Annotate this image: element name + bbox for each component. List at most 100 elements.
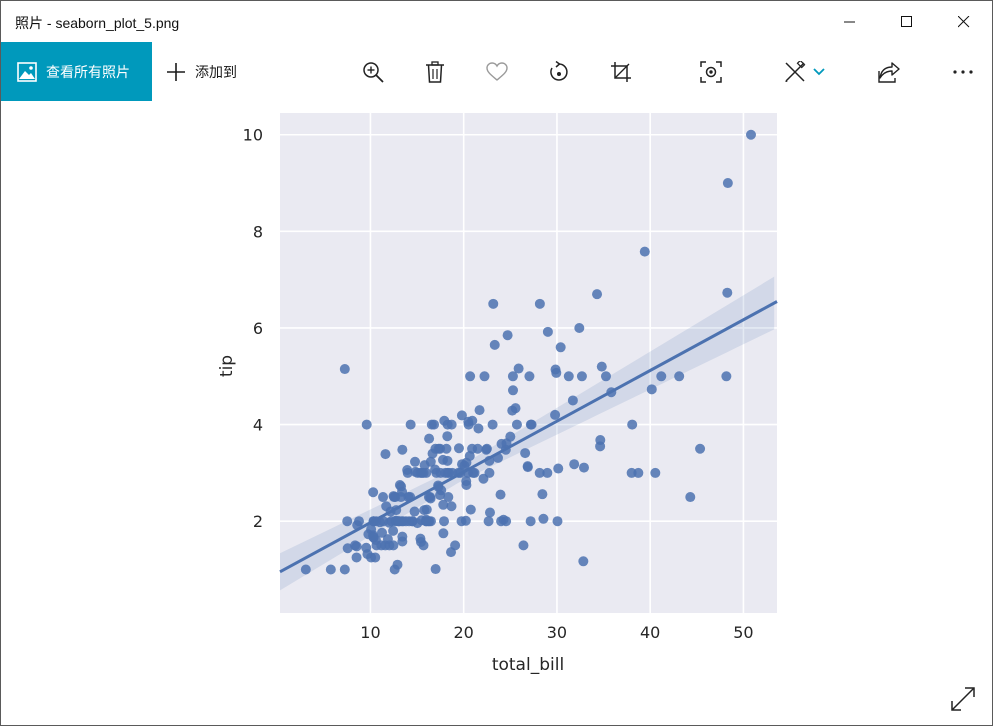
scatter-point [550, 409, 561, 420]
maximize-button[interactable] [878, 1, 935, 42]
scatter-point [351, 541, 362, 552]
scatter-point [526, 419, 537, 430]
scatter-point [538, 513, 549, 524]
scatter-point [600, 371, 611, 382]
scatter-point [410, 456, 421, 467]
scatter-point [461, 479, 472, 490]
enhance-button[interactable] [697, 58, 725, 86]
x-tick-labels: 10 20 30 40 50 [360, 623, 753, 642]
plot-area [280, 113, 777, 613]
scatter-point [722, 178, 733, 189]
view-all-photos-button[interactable]: 查看所有照片 [1, 42, 152, 101]
scatter-point [397, 536, 408, 547]
window-title: 照片 - seaborn_plot_5.png [15, 15, 180, 31]
scatter-point [650, 467, 661, 478]
scatter-point [481, 443, 492, 454]
more-options-button[interactable] [949, 58, 977, 86]
scatter-point [377, 527, 388, 538]
scatter-point [633, 467, 644, 478]
scatter-point [339, 564, 350, 575]
toolbar: 查看所有照片 添加到 [1, 42, 992, 101]
view-all-photos-label: 查看所有照片 [46, 63, 130, 80]
scatter-point [555, 342, 566, 353]
scatter-point [465, 504, 476, 515]
expand-icon [951, 687, 975, 711]
title-bar: 照片 - seaborn_plot_5.png [1, 1, 992, 42]
scatter-point [436, 485, 447, 496]
scatter-point [473, 423, 484, 434]
add-to-button[interactable]: 添加到 [166, 42, 237, 101]
scatter-point [576, 371, 587, 382]
edit-dropdown-button[interactable] [809, 58, 829, 86]
scatter-point [534, 467, 545, 478]
scatter-point [425, 456, 436, 467]
x-tick-label: 40 [640, 623, 660, 642]
share-button[interactable] [875, 58, 903, 86]
scatter-point [339, 364, 350, 375]
rotate-icon [550, 61, 568, 81]
x-tick-label: 20 [454, 623, 474, 642]
scatter-point [474, 405, 485, 416]
close-button[interactable] [935, 1, 992, 42]
scatter-point [524, 371, 535, 382]
scatter-point [721, 371, 732, 382]
scatter-point [300, 564, 311, 575]
scatter-point [646, 384, 657, 395]
scatter-point [578, 556, 589, 567]
scatter-point [656, 371, 667, 382]
scatter-point [551, 367, 562, 378]
scatter-point [421, 504, 432, 515]
edit-create-button[interactable] [781, 58, 809, 86]
scatter-point [510, 403, 521, 414]
edit-icon [785, 61, 806, 82]
x-tick-label: 30 [547, 623, 567, 642]
scatter-point [639, 246, 650, 257]
scatter-point [361, 419, 372, 430]
scatter-points [300, 129, 756, 575]
scatter-point [402, 467, 413, 478]
scatter-point [438, 499, 449, 510]
scatter-point [421, 467, 432, 478]
minimize-button[interactable] [821, 1, 878, 42]
scatter-point [484, 507, 495, 518]
chevron-down-icon [813, 68, 825, 76]
scatter-point [511, 419, 522, 430]
scatter-point [525, 516, 536, 527]
scatter-point [429, 419, 440, 430]
scatter-point [518, 540, 529, 551]
scatter-point [425, 493, 436, 504]
scatter-point [441, 443, 452, 454]
scatter-point [495, 489, 506, 500]
scatter-point [501, 516, 512, 527]
delete-button[interactable] [421, 58, 449, 86]
y-axis-label: tip [217, 355, 237, 377]
image-viewer: 10 20 30 40 50 2 4 6 8 10 total_bill tip [1, 101, 992, 725]
plus-icon [167, 62, 185, 81]
regression-line [279, 300, 778, 574]
scatter-point [453, 443, 464, 454]
y-tick-label: 8 [253, 222, 263, 241]
fullscreen-button[interactable] [947, 683, 979, 715]
scatter-point [627, 419, 638, 430]
scatter-point [553, 463, 564, 474]
scatter-point [567, 395, 578, 406]
scatter-point [424, 433, 435, 444]
favorite-button[interactable] [483, 58, 511, 86]
scatter-point [552, 516, 563, 527]
crop-button[interactable] [607, 58, 635, 86]
rotate-button[interactable] [545, 58, 573, 86]
scatter-point [578, 462, 589, 473]
scatter-point [596, 361, 607, 372]
scatter-point [439, 516, 450, 527]
scatter-point [537, 489, 548, 500]
scatter-point [534, 298, 545, 309]
scatter-point [479, 371, 490, 382]
zoom-button[interactable] [359, 58, 387, 86]
y-tick-labels: 2 4 6 8 10 [243, 126, 263, 531]
scatter-point [563, 371, 574, 382]
y-tick-label: 4 [253, 416, 263, 435]
x-tick-label: 10 [360, 623, 380, 642]
scatter-point [569, 459, 580, 470]
scatter-point [484, 467, 495, 478]
